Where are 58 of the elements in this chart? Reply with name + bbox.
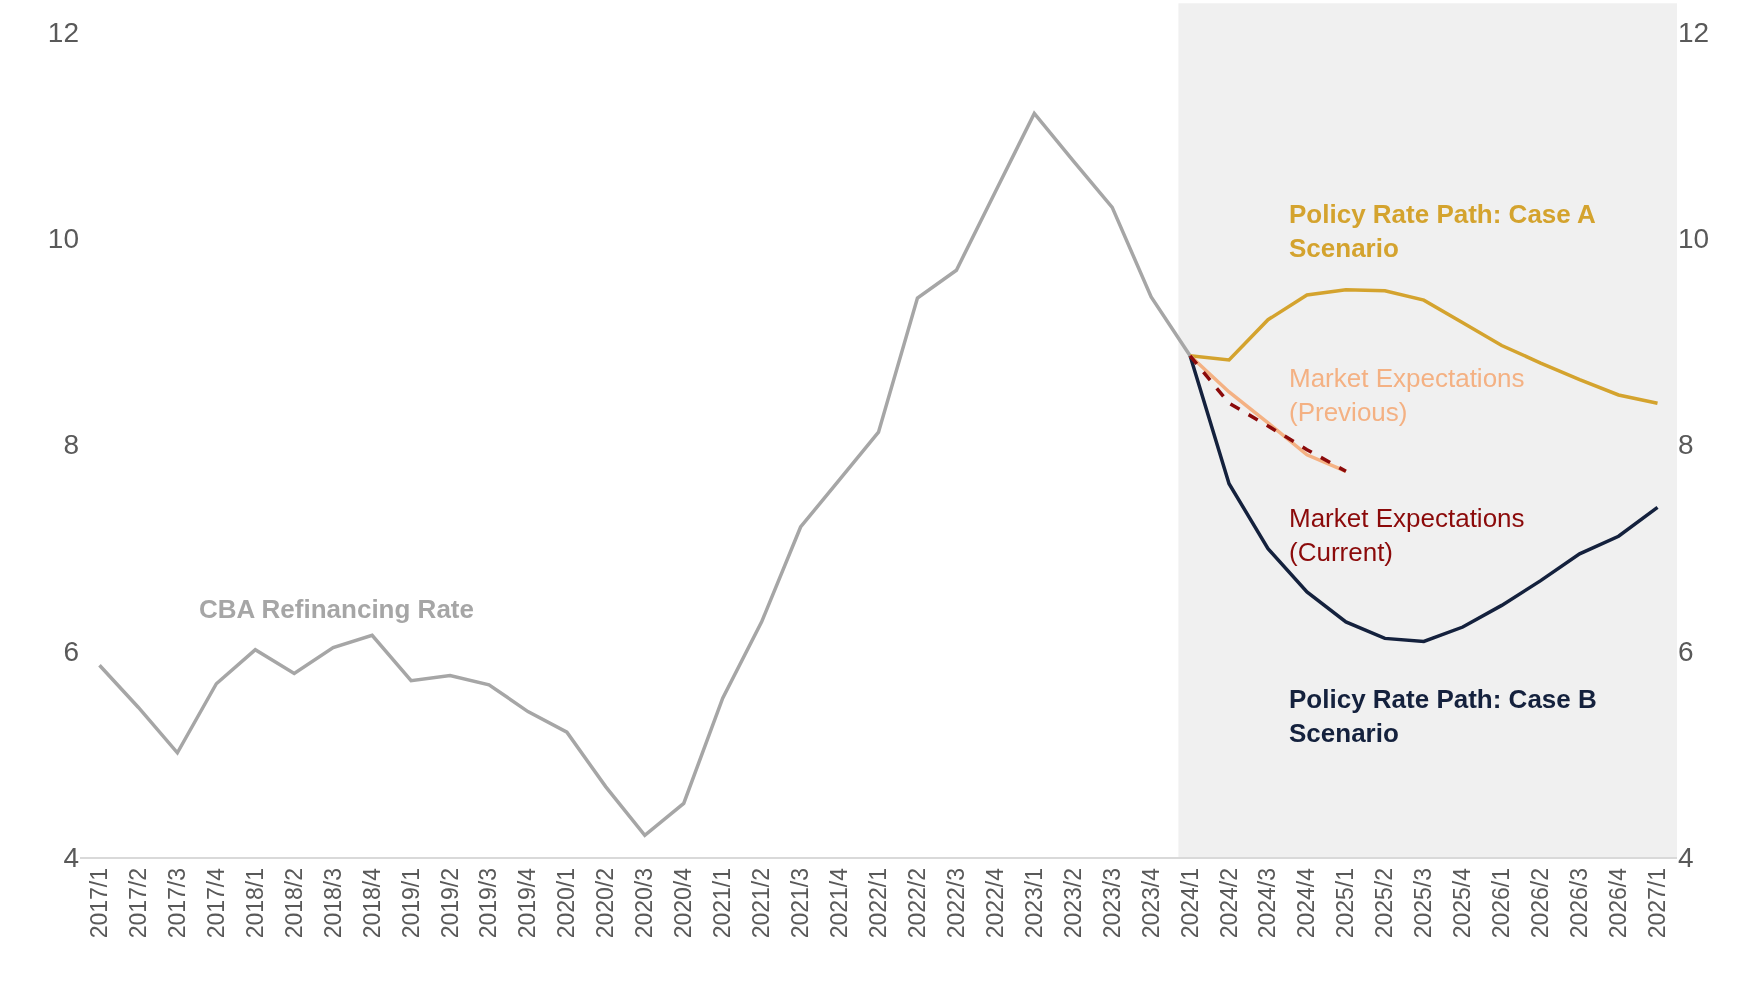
y-tick-label: 12 (47, 16, 79, 48)
x-tick-label: 2018/3 (319, 867, 346, 939)
y-tick-label: 4 (63, 841, 79, 873)
y2-tick-label: 4 (1678, 841, 1694, 873)
x-tick-label: 2022/4 (981, 867, 1008, 939)
x-tick-label: 2017/4 (202, 867, 229, 939)
y-tick-label: 8 (63, 429, 79, 461)
x-tick-label: 2019/4 (514, 867, 541, 939)
x-tick-label: 2026/4 (1605, 867, 1632, 939)
series-label: Policy Rate Path: Case A Scenario (1289, 199, 1597, 263)
x-tick-label: 2026/3 (1566, 867, 1593, 939)
x-tick-label: 2021/2 (748, 867, 775, 939)
x-tick-label: 2020/2 (592, 867, 619, 939)
x-tick-label: 2019/1 (397, 867, 424, 939)
x-tick-label: 2023/3 (1098, 867, 1125, 939)
x-tick-label: 2020/1 (553, 867, 580, 939)
x-tick-label: 2021/3 (787, 867, 814, 939)
x-tick-label: 2017/3 (163, 867, 190, 939)
x-tick-label: 2019/3 (475, 867, 502, 939)
y2-tick-label: 6 (1678, 635, 1694, 667)
x-tick-label: 2017/1 (85, 867, 112, 939)
x-tick-label: 2026/1 (1488, 867, 1515, 939)
x-tick-label: 2022/2 (903, 867, 930, 939)
x-tick-label: 2023/4 (1137, 867, 1164, 939)
x-tick-label: 2024/4 (1293, 867, 1320, 939)
text: Market Expectations (Current) (1289, 503, 1525, 567)
x-tick-label: 2025/1 (1332, 867, 1359, 939)
y2-tick-label: 12 (1678, 16, 1710, 48)
y-tick-label: 6 (63, 635, 79, 667)
series-label: Market Expectations (Previous) (1289, 363, 1525, 427)
x-tick-label: 2021/4 (826, 867, 853, 939)
x-tick-label: 2017/2 (124, 867, 151, 939)
x-tick-label: 2018/4 (358, 867, 385, 939)
x-tick-label: 2023/1 (1020, 867, 1047, 939)
x-tick-label: 2019/2 (436, 867, 463, 939)
x-tick-label: 2018/2 (280, 867, 307, 939)
x-tick-label: 2025/3 (1410, 867, 1437, 939)
x-tick-label: 2020/4 (670, 867, 697, 939)
x-tick-label: 2023/2 (1059, 867, 1086, 939)
x-tick-label: 2027/1 (1643, 867, 1670, 939)
x-tick-label: 2026/2 (1527, 867, 1554, 939)
line-series (97, 111, 1192, 838)
x-tick-label: 2022/3 (942, 867, 969, 939)
x-tick-label: 2020/3 (631, 867, 658, 939)
x-tick-label: 2024/2 (1215, 867, 1242, 939)
y2-tick-label: 8 (1678, 429, 1694, 461)
x-tick-label: 2021/1 (709, 867, 736, 939)
y-tick-label: 10 (47, 223, 79, 255)
x-tick-label: 2025/2 (1371, 867, 1398, 939)
text: Policy Rate Path: Case B Scenario (1289, 684, 1597, 748)
x-tick-label: 2022/1 (864, 867, 891, 939)
x-tick-label: 2025/4 (1449, 867, 1476, 939)
x-tick-label: 2024/3 (1254, 867, 1281, 939)
y2-tick-label: 10 (1678, 223, 1710, 255)
x-tick-label: 2024/1 (1176, 867, 1203, 939)
x-tick-label: 2018/1 (241, 867, 268, 939)
line-series (1188, 354, 1660, 644)
series-label: CBA Refinancing Rate (199, 594, 474, 624)
